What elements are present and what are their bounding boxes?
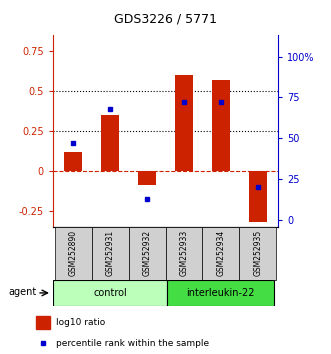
Text: GDS3226 / 5771: GDS3226 / 5771 bbox=[114, 12, 217, 25]
Text: log10 ratio: log10 ratio bbox=[56, 318, 105, 327]
Bar bbox=[175, 75, 193, 171]
Bar bbox=[249, 171, 267, 222]
Bar bbox=[166, 227, 202, 280]
Text: GSM252933: GSM252933 bbox=[179, 230, 188, 276]
Bar bbox=[202, 227, 239, 280]
Bar bbox=[239, 227, 276, 280]
Bar bbox=[55, 227, 92, 280]
Bar bbox=[167, 280, 274, 306]
Text: GSM252932: GSM252932 bbox=[143, 230, 152, 276]
Text: GSM252934: GSM252934 bbox=[216, 230, 225, 276]
Bar bbox=[36, 316, 50, 329]
Text: interleukin-22: interleukin-22 bbox=[187, 288, 255, 298]
Text: control: control bbox=[93, 288, 127, 298]
Bar bbox=[53, 280, 167, 306]
Text: GSM252931: GSM252931 bbox=[106, 230, 115, 276]
Text: agent: agent bbox=[8, 287, 36, 297]
Bar bbox=[212, 80, 230, 171]
Bar bbox=[129, 227, 166, 280]
Text: GSM252890: GSM252890 bbox=[69, 230, 78, 276]
Text: GSM252935: GSM252935 bbox=[253, 230, 262, 276]
Bar bbox=[92, 227, 129, 280]
Bar bbox=[64, 152, 82, 171]
Text: percentile rank within the sample: percentile rank within the sample bbox=[56, 339, 209, 348]
Bar bbox=[101, 115, 119, 171]
Bar bbox=[138, 171, 156, 185]
